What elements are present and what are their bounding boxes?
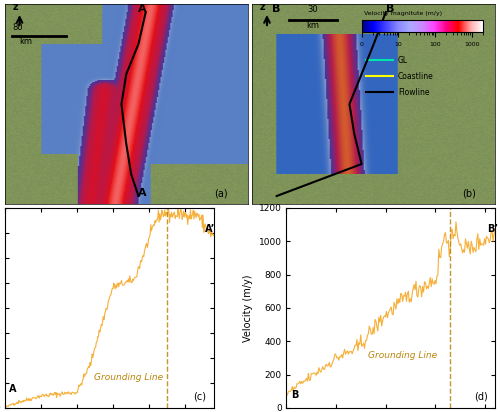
Text: Flowline: Flowline [398, 88, 430, 96]
Text: (b): (b) [462, 188, 475, 198]
Text: Grounding Line: Grounding Line [368, 351, 438, 360]
Text: Velocity magnitute (m/y): Velocity magnitute (m/y) [364, 11, 442, 16]
Text: 30: 30 [308, 5, 318, 14]
Text: GL: GL [398, 56, 408, 65]
Text: A: A [138, 188, 147, 198]
Text: B’: B’ [486, 224, 498, 234]
Text: 80: 80 [12, 23, 23, 32]
Text: A’: A’ [205, 224, 216, 234]
Text: B: B [290, 390, 298, 400]
Text: B: B [386, 4, 394, 14]
Text: km: km [306, 21, 320, 30]
Text: km: km [20, 37, 32, 46]
Text: (c): (c) [192, 392, 205, 402]
Text: (d): (d) [474, 392, 488, 402]
Text: Grounding Line: Grounding Line [94, 373, 163, 382]
Text: Coastline: Coastline [398, 72, 434, 81]
Text: A: A [138, 4, 147, 14]
Text: z: z [12, 2, 18, 12]
Y-axis label: Velocity (m/y): Velocity (m/y) [243, 274, 253, 342]
Text: (a): (a) [214, 188, 228, 198]
Text: B: B [272, 4, 280, 14]
Text: A: A [9, 384, 16, 394]
Text: z: z [260, 2, 266, 12]
